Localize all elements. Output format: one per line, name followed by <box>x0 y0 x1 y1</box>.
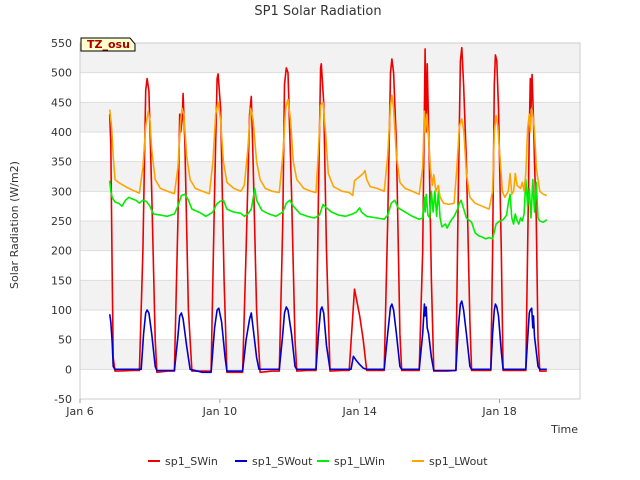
x-axis: Jan 6 Jan 10 Jan 14 Jan 18 <box>65 399 517 418</box>
site-tag-box <box>80 37 136 52</box>
legend-label: sp1_LWout <box>429 455 488 468</box>
y-tick-label: 100 <box>51 304 72 317</box>
series-line-sp1_LWin <box>108 178 548 240</box>
legend-item-sp1_SWin: sp1_SWin <box>148 455 218 468</box>
y-tick-label: 350 <box>51 156 72 169</box>
plot-area <box>79 42 581 400</box>
x-axis-label: Time <box>550 423 578 436</box>
background-band <box>80 72 580 103</box>
site-tag: TZ_osu <box>80 37 136 52</box>
y-axis: -50 0 50 100 150 200 250 300 350 400 450 500 550 <box>51 37 72 406</box>
series-line-sp1_SWout <box>108 300 547 374</box>
legend-item-sp1_LWout: sp1_LWout <box>412 455 488 468</box>
background-band <box>80 132 580 162</box>
site-tag-label: TZ_osu <box>87 38 130 51</box>
background-band <box>80 102 580 132</box>
background-band <box>80 369 580 399</box>
data-series <box>108 46 548 374</box>
y-tick-label: 300 <box>51 185 72 198</box>
background-band <box>80 221 580 251</box>
y-tick-label: 450 <box>51 96 72 109</box>
x-tick-label: Jan 6 <box>65 405 93 418</box>
y-axis-label: Solar Radiation (W/m2) <box>8 161 21 289</box>
y-tick-label: 50 <box>58 334 72 347</box>
y-tick-label: -50 <box>54 393 72 406</box>
background-bands <box>80 43 580 399</box>
legend-label: sp1_LWin <box>334 455 385 468</box>
legend-label: sp1_SWin <box>165 455 218 468</box>
background-band <box>80 310 580 340</box>
series-line-sp1_LWout <box>108 94 548 210</box>
legend-label: sp1_SWout <box>252 455 313 468</box>
background-band <box>80 43 580 73</box>
x-tick-label: Jan 14 <box>341 405 376 418</box>
y-tick-label: 400 <box>51 126 72 139</box>
background-band <box>80 250 580 281</box>
y-tick-label: 200 <box>51 245 72 258</box>
y-tick-label: 500 <box>51 67 72 80</box>
y-tick-label: 0 <box>65 363 72 376</box>
legend-item-sp1_SWout: sp1_SWout <box>235 455 313 468</box>
legend-item-sp1_LWin: sp1_LWin <box>317 455 385 468</box>
x-tick-label: Jan 10 <box>202 405 237 418</box>
chart-title: SP1 Solar Radiation <box>254 4 381 19</box>
y-tick-label: 250 <box>51 215 72 228</box>
x-tick-label: Jan 18 <box>481 405 516 418</box>
legend: sp1_SWin sp1_SWout sp1_LWin sp1_LWout <box>148 455 488 468</box>
y-tick-label: 550 <box>51 37 72 50</box>
y-tick-label: 150 <box>51 274 72 287</box>
